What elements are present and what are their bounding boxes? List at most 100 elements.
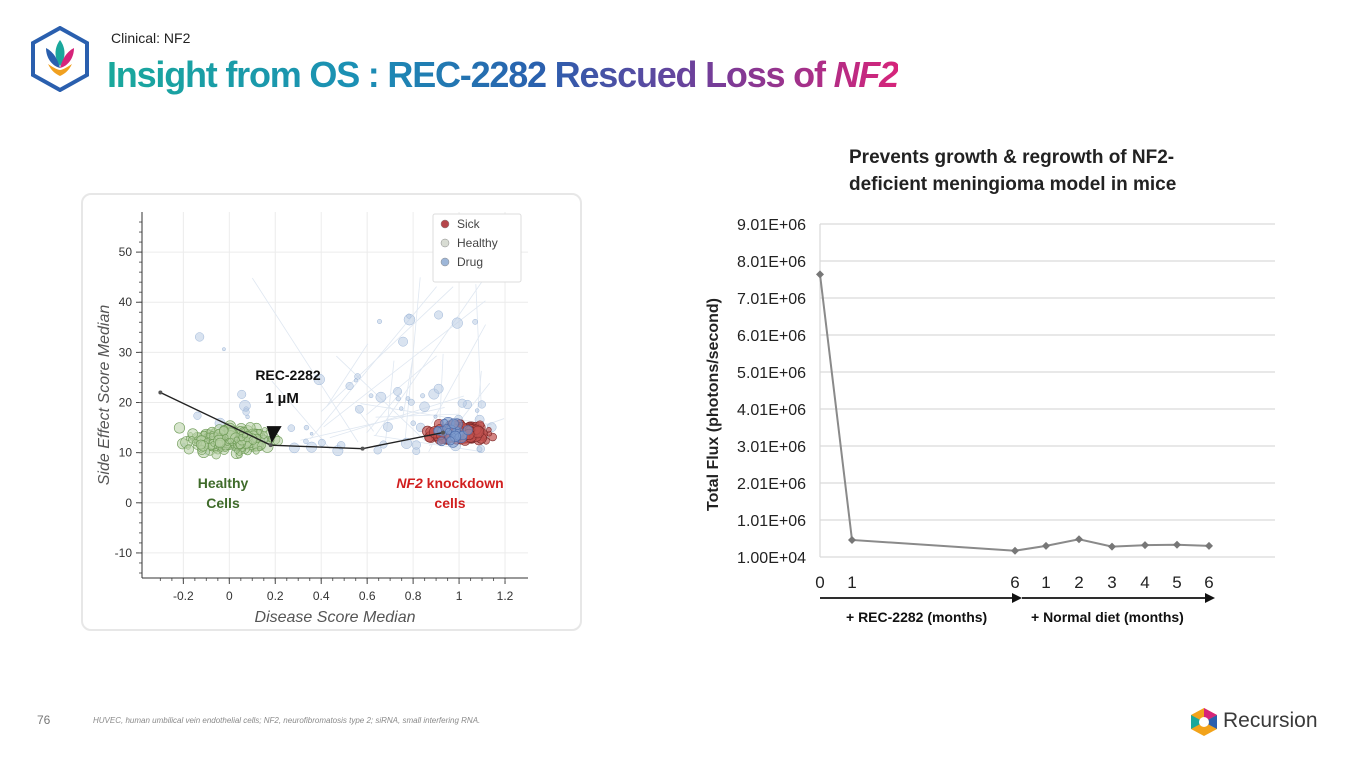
drug-point-overlay xyxy=(446,436,455,446)
flux-data-point xyxy=(816,270,824,279)
brand-name: Recursion xyxy=(1223,709,1318,732)
drug-point xyxy=(399,406,404,411)
flux-data-point xyxy=(1011,546,1019,555)
treatment-arrow-head-icon xyxy=(1012,593,1022,603)
drug-point xyxy=(406,313,412,319)
flux-x-tick-label: 0 xyxy=(815,573,824,592)
drug-trace-line xyxy=(431,324,486,424)
knockdown-label: knockdown xyxy=(423,475,504,491)
recursion-logo-icon xyxy=(1191,708,1217,736)
drug-trace-line xyxy=(402,359,414,419)
drug-trace-line xyxy=(326,343,369,407)
drug-point xyxy=(477,400,486,409)
legend-label: Drug xyxy=(457,255,483,269)
drug-point xyxy=(353,378,358,383)
page-number: 76 xyxy=(37,713,51,727)
flux-data-point xyxy=(1042,541,1050,550)
y-tick-label: 40 xyxy=(119,295,133,309)
x-tick-label: 0.4 xyxy=(313,589,330,603)
y-tick-label: 0 xyxy=(125,496,132,510)
y-axis-title: Side Effect Score Median xyxy=(96,305,113,486)
drug-trace-line xyxy=(366,392,401,434)
drug-point xyxy=(245,414,250,420)
drug-point xyxy=(405,396,411,401)
flux-y-tick-label: 1.01E+06 xyxy=(737,513,806,530)
legend-marker xyxy=(440,219,450,229)
healthy-point xyxy=(183,444,194,455)
drug-point xyxy=(289,442,300,454)
nf2-gene-label: NF2 xyxy=(396,475,423,491)
flux-y-tick-label: 2.01E+06 xyxy=(737,476,806,493)
drug-trace-line xyxy=(251,277,359,443)
drug-point xyxy=(194,332,205,342)
drug-point xyxy=(355,404,364,414)
drug-trace-line xyxy=(310,286,437,440)
drug-point xyxy=(407,398,415,406)
drug-point-overlay xyxy=(462,425,473,436)
drug-trace-line xyxy=(329,395,464,439)
drug-point xyxy=(318,438,326,447)
company-logo-icon xyxy=(31,26,89,92)
drug-point xyxy=(411,440,421,450)
healthy-point xyxy=(233,436,240,443)
healthy-point xyxy=(173,422,186,434)
drug-point xyxy=(474,408,480,413)
healthy-point xyxy=(256,445,263,452)
trajectory-point xyxy=(268,443,273,448)
drug-trace-line xyxy=(375,413,459,418)
drug-point xyxy=(434,310,444,320)
drug-point xyxy=(451,317,463,329)
compound-dose-label: 1 µM xyxy=(265,390,299,407)
sick-point xyxy=(486,427,492,433)
flux-y-tick-label: 9.01E+06 xyxy=(737,217,806,234)
drug-point xyxy=(303,438,309,445)
flux-x-tick-label: 6 xyxy=(1010,573,1019,592)
drug-point xyxy=(287,424,296,432)
flux-chart-title: Prevents growth & regrowth of NF2-defici… xyxy=(849,147,1177,195)
x-tick-label: 0.8 xyxy=(405,589,422,603)
drug-point xyxy=(303,424,310,431)
y-tick-label: 50 xyxy=(119,245,133,259)
title-emphasis: NF2 xyxy=(833,54,898,95)
healthy-cells-label-line1: Healthy xyxy=(198,475,249,491)
x-tick-label: 0.2 xyxy=(267,589,284,603)
phase-label-treatment: + REC-2282 (months) xyxy=(846,609,988,625)
compound-name-label: REC-2282 xyxy=(255,367,321,383)
flux-y-tick-label: 3.01E+06 xyxy=(737,439,806,456)
normal-diet-arrow-head-icon xyxy=(1205,593,1215,603)
drug-point xyxy=(375,391,387,403)
x-tick-label: 0 xyxy=(226,589,233,603)
drug-point xyxy=(393,387,402,396)
drug-point xyxy=(237,389,247,399)
flux-y-tick-label: 1.00E+04 xyxy=(737,550,806,567)
flux-x-tick-label: 1 xyxy=(847,573,856,592)
drug-trajectory-line xyxy=(160,391,444,450)
drug-point xyxy=(242,408,250,416)
flux-y-tick-label: 7.01E+06 xyxy=(737,291,806,308)
drug-trace-line xyxy=(360,403,493,426)
healthy-point xyxy=(222,434,229,441)
drug-trace-line xyxy=(271,380,331,450)
drug-point xyxy=(193,411,202,420)
trajectory-point xyxy=(440,430,445,435)
flux-x-tick-label: 1 xyxy=(1041,573,1050,592)
flux-x-tick-label: 5 xyxy=(1172,573,1181,592)
y-tick-label: 10 xyxy=(119,446,133,460)
drug-point xyxy=(383,421,393,432)
healthy-point xyxy=(256,428,263,435)
healthy-point xyxy=(218,426,229,436)
drug-point xyxy=(309,431,314,436)
scatter-chart: -0.2 0 0.2 0.4 0.6 0.8 1 1.2 -10 0 10 20 30 40 50 Disea… xyxy=(96,212,528,626)
drug-point-overlay xyxy=(437,437,447,447)
drug-point xyxy=(433,383,444,394)
drug-point-overlay xyxy=(448,418,459,429)
x-tick-label: -0.2 xyxy=(173,589,194,603)
healthy-point xyxy=(227,437,234,445)
flux-x-tick-label: 3 xyxy=(1107,573,1116,592)
drug-point xyxy=(345,382,354,391)
x-tick-label: 0.6 xyxy=(359,589,376,603)
y-tick-label: 20 xyxy=(119,396,133,410)
flux-data-point xyxy=(1108,542,1116,551)
legend-marker xyxy=(440,257,450,267)
drug-point xyxy=(420,393,426,399)
